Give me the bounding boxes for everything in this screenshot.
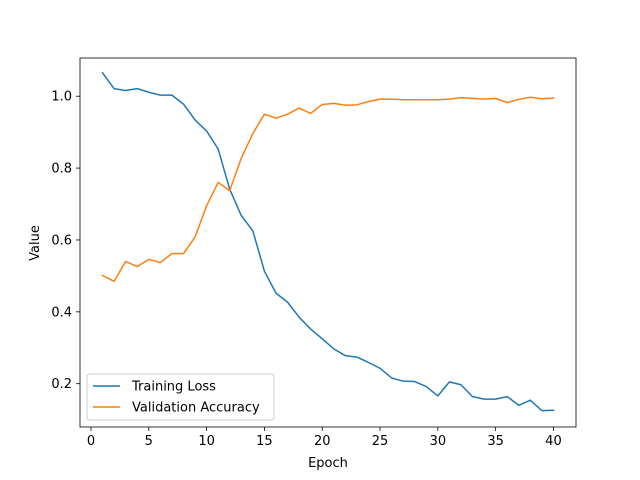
legend-entry-label: Training Loss [131,380,216,395]
x-axis-label: Epoch [308,456,348,471]
x-tick-label: 15 [256,434,273,449]
x-tick-label: 0 [87,434,95,449]
x-tick-label: 30 [430,434,447,449]
y-axis-ticks: 0.2 0.4 0.6 0.8 1.0 [51,90,80,392]
y-tick-label: 0.8 [51,162,72,177]
axes-frame [79,57,577,428]
x-tick-label: 25 [372,434,389,449]
x-tick-label: 40 [545,434,562,449]
plot-area-border [79,57,577,428]
plot-lines [101,71,555,412]
y-tick-label: 0.6 [51,233,72,248]
series-line-validation-accuracy [101,96,555,283]
x-tick-label: 5 [145,434,153,449]
x-tick-label: 10 [198,434,215,449]
x-axis-ticks: 0 5 10 15 20 25 30 35 40 [87,427,562,449]
y-tick-label: 0.2 [51,377,72,392]
x-tick-label: 20 [314,434,331,449]
y-tick-label: 1.0 [51,90,72,105]
legend-box [86,373,275,421]
x-tick-label: 35 [487,434,504,449]
y-axis-label: Value [28,225,43,261]
series-line-training-loss [101,71,555,412]
legend: Training Loss Validation Accuracy [86,373,275,421]
y-tick-label: 0.4 [51,305,72,320]
legend-entry-label: Validation Accuracy [132,401,260,416]
